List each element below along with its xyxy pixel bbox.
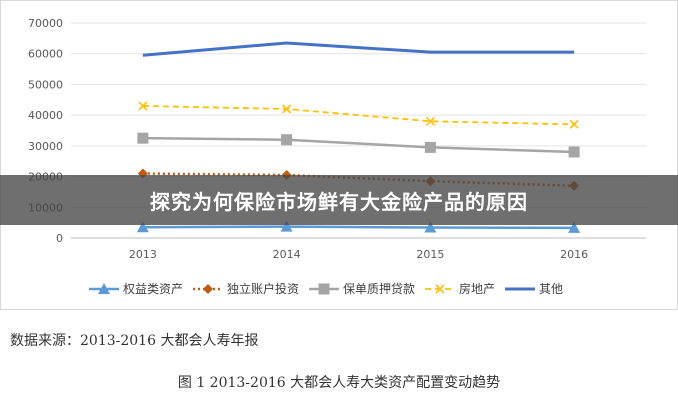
x-tick-label: 2016 bbox=[560, 248, 588, 261]
legend-item: 保单质押贷款 bbox=[309, 282, 415, 296]
series-line bbox=[142, 41, 575, 57]
data-point bbox=[424, 221, 437, 233]
legend-label: 其他 bbox=[539, 282, 563, 296]
data-point bbox=[568, 146, 580, 158]
banner-title: 探究为何保险市场鲜有大金险产品的原因 bbox=[150, 189, 528, 214]
line-chart: 010000200003000040000500006000070000 201… bbox=[28, 17, 646, 296]
data-point bbox=[281, 134, 293, 146]
series-line bbox=[142, 136, 575, 154]
legend-label: 权益类资产 bbox=[123, 282, 183, 296]
legend-item: 权益类资产 bbox=[89, 282, 183, 296]
legend-marker bbox=[203, 284, 213, 294]
series-4 bbox=[142, 41, 575, 57]
legend-item: 独立账户投资 bbox=[193, 281, 299, 296]
series-0 bbox=[136, 220, 581, 233]
y-tick-label: 60000 bbox=[28, 48, 63, 61]
data-point bbox=[569, 119, 579, 129]
data-point bbox=[282, 104, 292, 114]
y-tick-label: 40000 bbox=[28, 109, 63, 122]
y-tick-label: 30000 bbox=[28, 140, 63, 153]
series-2 bbox=[137, 132, 580, 158]
y-tick-label: 70000 bbox=[28, 17, 63, 30]
legend-label: 房地产 bbox=[459, 281, 495, 296]
legend-label: 独立账户投资 bbox=[227, 281, 299, 296]
series-line bbox=[142, 225, 575, 230]
data-source-note: 数据来源：2013-2016 大都会人寿年报 bbox=[10, 333, 259, 349]
legend-marker bbox=[318, 283, 330, 295]
y-tick-label: 50000 bbox=[28, 78, 63, 91]
legend-label: 保单质押贷款 bbox=[343, 282, 415, 296]
chart-panel: 010000200003000040000500006000070000 201… bbox=[0, 0, 678, 310]
x-tick-label: 2015 bbox=[416, 248, 444, 261]
x-tick-label: 2013 bbox=[129, 248, 157, 261]
x-tick-label: 2014 bbox=[273, 248, 301, 261]
series-3 bbox=[138, 101, 579, 129]
x-axis-ticks: 2013 2014 2015 2016 bbox=[129, 248, 588, 261]
data-point bbox=[424, 141, 436, 153]
data-point bbox=[136, 221, 149, 233]
series-line bbox=[142, 105, 575, 126]
data-point bbox=[568, 221, 581, 233]
legend-marker bbox=[98, 283, 110, 294]
legend-marker bbox=[435, 284, 445, 294]
legend: 权益类资产 独立账户投资 保单质押贷款 房地产 其他 bbox=[89, 281, 563, 296]
title-banner: 探究为何保险市场鲜有大金险产品的原因 bbox=[0, 175, 678, 225]
figure-caption: 图 1 2013-2016 大都会人寿大类资产配置变动趋势 bbox=[177, 375, 501, 391]
legend-item: 其他 bbox=[505, 282, 563, 296]
data-point bbox=[425, 116, 435, 126]
data-point bbox=[138, 101, 148, 111]
data-point bbox=[137, 132, 149, 144]
y-tick-label: 0 bbox=[56, 232, 63, 245]
legend-item: 房地产 bbox=[425, 281, 495, 296]
data-point bbox=[280, 220, 293, 232]
